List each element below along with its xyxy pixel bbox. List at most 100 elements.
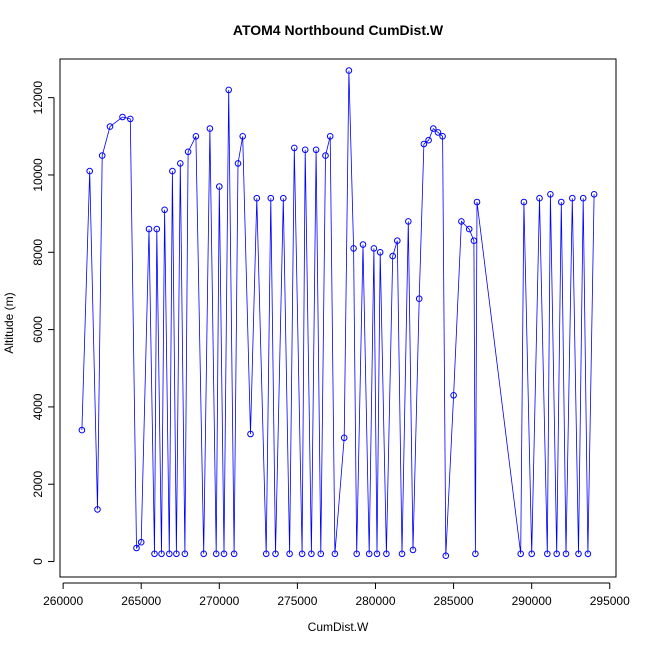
data-point	[298, 550, 306, 558]
data-point	[151, 550, 158, 558]
y-tick-label: 8000	[31, 239, 45, 266]
data-point	[326, 133, 334, 140]
data-point	[420, 140, 428, 148]
data-point	[317, 550, 325, 558]
data-point	[389, 252, 397, 260]
chart-title: ATOM4 Northbound CumDist.W	[233, 22, 444, 38]
data-point	[340, 434, 348, 442]
x-tick-label: 285000	[434, 594, 474, 608]
data-point	[86, 167, 93, 175]
data-point	[308, 550, 315, 558]
data-point	[472, 550, 479, 558]
data-point	[405, 218, 412, 225]
data-point	[442, 552, 450, 560]
data-point	[520, 198, 528, 206]
y-tick-label: 12000	[31, 81, 45, 115]
series-line	[81, 70, 595, 556]
data-point	[373, 550, 381, 558]
data-point	[192, 133, 200, 140]
data-point	[473, 198, 481, 206]
data-point	[544, 550, 551, 558]
data-point	[173, 550, 180, 558]
data-point	[528, 550, 536, 558]
data-point	[247, 430, 254, 438]
data-point	[536, 194, 543, 202]
data-point	[590, 191, 598, 198]
data-point	[239, 133, 246, 140]
data-point	[177, 160, 184, 167]
data-point	[370, 245, 378, 252]
data-point	[425, 136, 432, 144]
data-point	[133, 544, 140, 552]
data-point	[158, 550, 165, 558]
data-point	[145, 225, 153, 233]
data-point	[166, 550, 173, 558]
y-axis: 0 2000 4000 6000 8000 10000 12000	[31, 81, 55, 565]
data-point	[94, 506, 101, 513]
data-point	[345, 67, 353, 74]
data-point	[383, 550, 390, 558]
data-point	[234, 160, 242, 167]
data-point	[458, 218, 465, 225]
data-point	[119, 113, 126, 121]
data-point	[161, 206, 168, 214]
data-point	[230, 550, 238, 558]
data-point	[575, 550, 582, 558]
data-point	[127, 115, 134, 123]
data-point	[216, 183, 223, 190]
data-point	[137, 538, 145, 546]
data-point	[470, 237, 478, 244]
data-point	[267, 194, 275, 202]
data-point	[106, 123, 114, 130]
y-tick-label: 2000	[31, 471, 45, 498]
data-point	[312, 146, 320, 154]
data-point	[547, 191, 554, 198]
x-tick-label: 290000	[512, 594, 552, 608]
data-point	[359, 241, 367, 248]
x-tick-label: 280000	[355, 594, 395, 608]
data-point	[558, 198, 565, 206]
data-point	[331, 550, 339, 558]
data-point	[579, 194, 587, 202]
x-tick-label: 275000	[277, 594, 317, 608]
data-point	[225, 86, 232, 94]
data-point	[517, 550, 525, 558]
data-point	[181, 550, 189, 558]
data-point	[98, 152, 106, 159]
y-tick-label: 6000	[31, 316, 45, 343]
data-point	[262, 550, 270, 558]
x-axis-label: CumDist.W	[308, 620, 369, 634]
data-point	[353, 550, 361, 558]
data-point	[322, 152, 329, 159]
data-point	[286, 550, 293, 558]
series-layer	[78, 67, 598, 560]
x-axis: 260000 265000 270000 275000 280000 285000 2900…	[43, 582, 630, 608]
data-point	[272, 550, 279, 558]
data-point	[220, 550, 228, 558]
data-point	[430, 125, 437, 132]
data-point	[450, 392, 457, 399]
data-point	[569, 194, 576, 202]
data-point	[280, 194, 287, 202]
data-point	[584, 550, 592, 558]
x-tick-label: 295000	[590, 594, 630, 608]
data-point	[206, 125, 214, 132]
data-point	[153, 225, 161, 233]
data-point	[365, 550, 373, 558]
data-point	[434, 129, 442, 136]
data-point	[350, 245, 357, 252]
data-point	[169, 167, 176, 175]
data-point	[439, 133, 446, 140]
data-point	[253, 194, 261, 202]
data-point	[553, 550, 561, 558]
y-tick-label: 0	[31, 558, 45, 565]
data-point	[78, 426, 86, 434]
data-point	[398, 550, 406, 558]
data-point	[212, 550, 220, 558]
data-point	[200, 550, 207, 558]
data-point	[465, 225, 473, 233]
data-point	[291, 144, 298, 152]
plot-frame	[59, 58, 617, 578]
